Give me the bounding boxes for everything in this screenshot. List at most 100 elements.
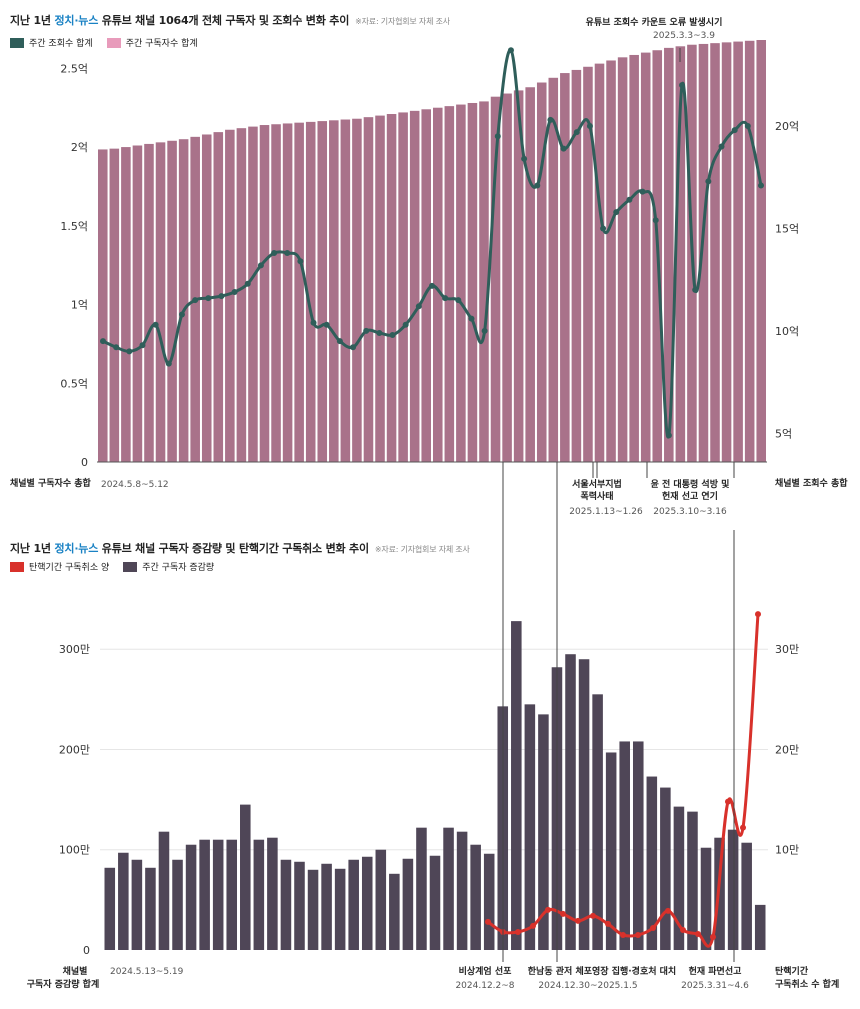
cancellation-point bbox=[650, 924, 656, 931]
cancellation-point bbox=[590, 912, 596, 919]
left-tick-label: 1.5억 bbox=[60, 220, 88, 233]
subscriber-bar bbox=[421, 109, 431, 463]
cancellation-point bbox=[560, 910, 566, 917]
net-change-bar bbox=[727, 829, 739, 950]
chart-title: 지난 1년 정치·뉴스 유튜브 채널 1064개 전체 구독자 및 조회수 변화… bbox=[10, 12, 450, 28]
net-change-bar bbox=[389, 873, 400, 950]
subscriber-change-chart: 지난 1년 정치·뉴스 유튜브 채널 구독자 증감량 및 탄핵기간 구독취소 변… bbox=[0, 530, 860, 1009]
subscriber-bar bbox=[317, 121, 328, 462]
net-change-bar bbox=[131, 859, 143, 950]
subscriber-bar bbox=[144, 143, 154, 463]
views-point bbox=[665, 432, 672, 439]
legend-label: 주간 조회수 합계 bbox=[29, 39, 93, 49]
annotation-date: 2025.3.3~3.9 bbox=[653, 31, 715, 41]
source-note: ※자료: 기자협회보 자체 조사 bbox=[355, 17, 450, 26]
net-change-bar bbox=[429, 855, 441, 950]
net-change-bar bbox=[226, 839, 238, 950]
cancellation-point bbox=[575, 917, 581, 924]
views-point bbox=[442, 295, 449, 302]
views-point bbox=[481, 327, 488, 334]
net-change-bar bbox=[212, 839, 224, 950]
views-point bbox=[613, 209, 620, 216]
subscriber-bar bbox=[121, 147, 131, 462]
net-change-bar bbox=[185, 844, 197, 950]
views-point bbox=[165, 360, 172, 367]
views-point bbox=[429, 282, 435, 289]
legend-item-net-change: 주간 구독자 증감량 bbox=[123, 560, 214, 573]
subscriber-bar bbox=[479, 101, 489, 462]
legend-label: 주간 구독자 증감량 bbox=[142, 563, 215, 573]
event-date: 2024.12.2~8 bbox=[455, 981, 514, 991]
net-change-bar bbox=[511, 621, 522, 950]
subscriber-bar bbox=[363, 117, 374, 463]
net-change-bar bbox=[565, 654, 576, 950]
subscriber-bar bbox=[710, 43, 720, 462]
net-change-bar bbox=[578, 659, 590, 950]
net-change-bar bbox=[307, 869, 319, 950]
net-change-bar bbox=[199, 839, 210, 950]
legend-label: 주간 구독자수 합계 bbox=[125, 39, 198, 49]
right-tick-label: 10만 bbox=[775, 844, 799, 857]
event-label: 한남동 관저 체포영장 집행·경호처 대치 bbox=[528, 965, 676, 977]
net-change-bar bbox=[280, 859, 292, 950]
views-point bbox=[692, 286, 699, 293]
legend: 주간 조회수 합계 주간 구독자수 합계 bbox=[10, 36, 212, 49]
left-tick-label: 0.5억 bbox=[60, 377, 88, 390]
subscriber-bar bbox=[756, 40, 766, 462]
views-point bbox=[718, 143, 725, 150]
subscriber-bar bbox=[167, 140, 177, 462]
net-change-bar bbox=[592, 694, 603, 950]
net-change-bar bbox=[104, 867, 116, 950]
subscriber-bar bbox=[502, 93, 512, 462]
event-date: 2025.1.13~1.26 bbox=[569, 507, 643, 517]
legend-swatch bbox=[123, 561, 138, 572]
right-axis-title: 탄핵기간 bbox=[775, 965, 809, 977]
views-point bbox=[402, 321, 409, 328]
cancellation-point bbox=[515, 928, 521, 935]
net-change-bar bbox=[470, 844, 481, 950]
legend-swatch bbox=[10, 561, 24, 572]
cancellation-point bbox=[545, 906, 551, 913]
net-change-bar bbox=[673, 806, 685, 950]
subscriber-bar bbox=[467, 102, 478, 462]
legend-item-views: 주간 조회수 합계 bbox=[10, 36, 93, 49]
net-change-bar bbox=[700, 847, 712, 950]
event-label: 헌재 선고 연기 bbox=[662, 490, 718, 502]
net-change-bar bbox=[240, 804, 251, 950]
subscriber-bar bbox=[329, 120, 339, 462]
net-change-bar bbox=[294, 861, 305, 950]
views-point bbox=[600, 225, 607, 232]
views-point bbox=[350, 344, 357, 351]
views-point bbox=[100, 338, 106, 345]
cancellation-point bbox=[485, 918, 491, 925]
views-point bbox=[231, 288, 238, 295]
subscriber-bar bbox=[606, 60, 616, 462]
views-point bbox=[455, 297, 462, 304]
cancellation-point bbox=[740, 824, 746, 831]
views-point bbox=[310, 319, 317, 326]
cancellation-point bbox=[605, 920, 611, 927]
right-tick-label: 20만 bbox=[775, 743, 799, 756]
net-change-bar bbox=[605, 752, 617, 950]
title-part: 지난 1년 bbox=[10, 14, 55, 27]
subscriber-bar bbox=[640, 52, 651, 462]
views-point bbox=[113, 344, 120, 351]
subscriber-bar bbox=[744, 40, 755, 462]
net-change-bar bbox=[158, 831, 170, 950]
cancellation-point bbox=[695, 930, 701, 937]
cancellation-point bbox=[635, 931, 641, 938]
cancellation-point bbox=[620, 931, 626, 938]
net-change-bar bbox=[416, 827, 427, 950]
cancellation-point bbox=[530, 922, 536, 929]
views-point bbox=[652, 217, 659, 224]
legend: 탄핵기간 구독취소 양 주간 구독자 증감량 bbox=[10, 560, 228, 573]
legend-label: 탄핵기간 구독취소 양 bbox=[29, 563, 110, 573]
net-change-bar bbox=[687, 811, 698, 950]
net-change-bar bbox=[483, 853, 495, 950]
subscriber-bar bbox=[282, 123, 293, 462]
subscriber-bar bbox=[548, 77, 559, 462]
subscriber-bar bbox=[259, 125, 270, 463]
event-label: 서울서부지법 bbox=[572, 478, 622, 490]
views-point bbox=[363, 327, 370, 334]
